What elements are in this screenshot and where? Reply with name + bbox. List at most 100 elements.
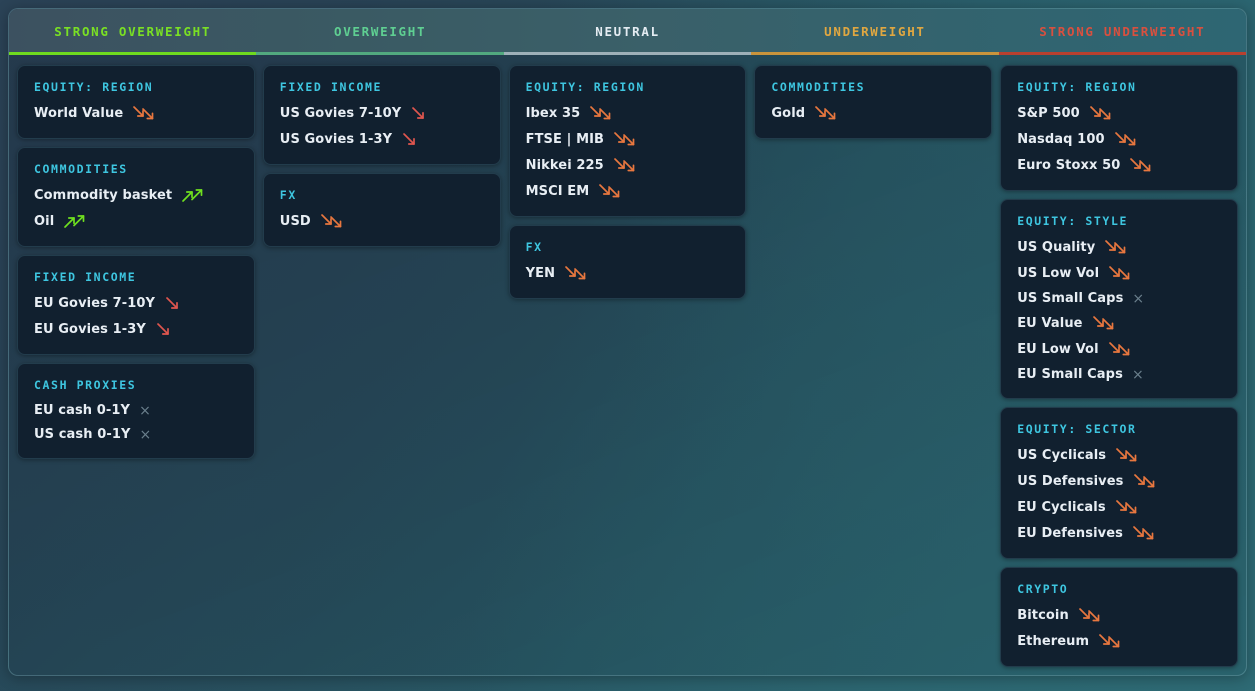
card[interactable]: FX YEN [508, 225, 747, 299]
asset-label: FTSE | MIB [525, 132, 605, 147]
asset-row[interactable]: EU Low Vol [1017, 341, 1221, 358]
tab-underline [751, 52, 999, 55]
tab-label: UNDERWEIGHT [824, 23, 926, 39]
asset-label: EU Defensives [1017, 526, 1124, 541]
flat-cross-icon: × [1131, 366, 1144, 383]
card[interactable]: EQUITY: REGION Ibex 35 FTSE | MIB Nikkei 22… [508, 65, 747, 217]
arrow-up-double-icon [181, 187, 206, 204]
asset-row[interactable]: Nasdaq 100 [1017, 131, 1221, 148]
asset-row[interactable]: Euro Stoxx 50 [1017, 157, 1221, 174]
asset-label: Bitcoin [1017, 608, 1069, 623]
arrow-down-double-icon [564, 265, 589, 282]
asset-row[interactable]: EU Value [1017, 315, 1221, 332]
card[interactable]: EQUITY: REGION World Value [17, 65, 255, 139]
card[interactable]: COMMODITIES Gold [754, 65, 993, 139]
asset-row[interactable]: US Low Vol [1017, 265, 1221, 282]
card[interactable]: CASH PROXIES EU cash 0-1Y × US cash 0-1Y × [17, 363, 255, 459]
tab-label: STRONG OVERWEIGHT [54, 23, 212, 39]
asset-row[interactable]: US cash 0-1Y × [34, 427, 238, 442]
arrow-down-double-icon [1098, 633, 1123, 650]
asset-row[interactable]: EU Defensives [1017, 525, 1221, 542]
card-title: FIXED INCOME [34, 270, 137, 284]
asset-row[interactable]: US Govies 1-3Y [280, 131, 484, 148]
card[interactable]: CRYPTO Bitcoin Ethereum [1000, 567, 1238, 667]
tab-underline [256, 52, 504, 55]
asset-row[interactable]: Oil [34, 213, 238, 230]
asset-row[interactable]: Bitcoin [1017, 607, 1221, 624]
tab-strong-underweight[interactable]: STRONG UNDERWEIGHT [998, 9, 1246, 55]
asset-row[interactable]: EU Small Caps × [1017, 367, 1221, 382]
asset-row[interactable]: USD [280, 213, 484, 230]
asset-label: US Cyclicals [1017, 448, 1107, 463]
asset-row[interactable]: FTSE | MIB [526, 131, 730, 148]
asset-label: EU Govies 7-10Y [34, 296, 156, 311]
asset-row[interactable]: Ibex 35 [526, 105, 730, 122]
arrow-down-double-icon [1114, 131, 1139, 148]
asset-row[interactable]: S&P 500 [1017, 105, 1221, 122]
asset-row[interactable]: Gold [771, 105, 975, 122]
card[interactable]: COMMODITIES Commodity basket Oil [17, 147, 255, 247]
asset-row[interactable]: World Value [34, 105, 238, 122]
card-title: FIXED INCOME [279, 80, 383, 94]
asset-label: US Govies 1-3Y [279, 132, 393, 147]
arrow-down-single-icon [155, 321, 172, 338]
tab-overweight[interactable]: OVERWEIGHT [256, 9, 504, 55]
card[interactable]: EQUITY: STYLE US Quality US Low Vol US Smal… [1000, 199, 1238, 399]
card-title: CRYPTO [1017, 582, 1069, 596]
arrow-down-double-icon [1132, 525, 1157, 542]
asset-label: USD [279, 214, 311, 229]
asset-row[interactable]: US Defensives [1017, 473, 1221, 490]
asset-row[interactable]: US Small Caps × [1017, 291, 1221, 306]
column-strong-overweight: EQUITY: REGION World Value COMMODITIES Comm… [17, 65, 255, 459]
asset-row[interactable]: Ethereum [1017, 633, 1221, 650]
asset-label: Euro Stoxx 50 [1017, 158, 1121, 173]
card[interactable]: EQUITY: SECTOR US Cyclicals US Defensives E… [1000, 407, 1238, 559]
card-title: EQUITY: REGION [34, 80, 154, 94]
arrow-down-single-icon [410, 105, 427, 122]
asset-row[interactable]: Nikkei 225 [526, 157, 730, 174]
asset-label: Oil [34, 214, 55, 229]
asset-label: EU Cyclicals [1017, 500, 1106, 515]
asset-label: EU Small Caps [1017, 367, 1123, 382]
asset-row[interactable]: US Quality [1017, 239, 1221, 256]
tab-strong-overweight[interactable]: STRONG OVERWEIGHT [9, 9, 257, 55]
asset-label: Ethereum [1017, 634, 1090, 649]
flat-cross-icon: × [139, 402, 151, 419]
arrow-down-double-icon [598, 183, 623, 200]
card-title: CASH PROXIES [34, 378, 137, 392]
card[interactable]: FIXED INCOME EU Govies 7-10Y EU Govies 1-3… [17, 255, 255, 355]
asset-label: EU cash 0-1Y [34, 403, 131, 418]
arrow-down-double-icon [1115, 499, 1140, 516]
tab-underline [9, 52, 257, 55]
allocation-board: STRONG OVERWEIGHT OVERWEIGHT NEUTRAL UNDERW… [8, 8, 1247, 676]
card-title: FX [525, 240, 543, 254]
tab-underline [503, 52, 752, 55]
asset-label: Ibex 35 [525, 106, 581, 121]
asset-label: World Value [34, 106, 124, 121]
card-title: EQUITY: REGION [525, 80, 645, 94]
tab-underweight[interactable]: UNDERWEIGHT [751, 9, 999, 55]
arrow-down-double-icon [1129, 157, 1154, 174]
card[interactable]: FIXED INCOME US Govies 7-10Y US Govies 1-3… [262, 65, 501, 165]
asset-row[interactable]: EU Govies 1-3Y [34, 321, 238, 338]
tab-underline [998, 52, 1246, 55]
asset-row[interactable]: EU cash 0-1Y × [34, 403, 238, 418]
tab-neutral[interactable]: NEUTRAL [503, 9, 752, 55]
column-neutral: EQUITY: REGION Ibex 35 FTSE | MIB Nikkei 22… [508, 65, 747, 299]
asset-row[interactable]: EU Cyclicals [1017, 499, 1221, 516]
asset-row[interactable]: MSCI EM [526, 183, 730, 200]
asset-label: YEN [525, 266, 556, 281]
asset-row[interactable]: Commodity basket [34, 187, 238, 204]
asset-label: Nikkei 225 [525, 158, 604, 173]
asset-row[interactable]: US Cyclicals [1017, 447, 1221, 464]
asset-row[interactable]: EU Govies 7-10Y [34, 295, 238, 312]
asset-label: Commodity basket [34, 188, 173, 203]
asset-row[interactable]: YEN [526, 265, 730, 282]
allocation-columns: EQUITY: REGION World Value COMMODITIES Comm… [9, 55, 1246, 675]
asset-row[interactable]: US Govies 7-10Y [280, 105, 484, 122]
card-title: EQUITY: STYLE [1017, 214, 1128, 228]
card[interactable]: EQUITY: REGION S&P 500 Nasdaq 100 Euro Stox… [1000, 65, 1238, 191]
asset-label: Nasdaq 100 [1017, 132, 1105, 147]
card-title: EQUITY: REGION [1017, 80, 1137, 94]
card[interactable]: FX USD [262, 173, 501, 247]
